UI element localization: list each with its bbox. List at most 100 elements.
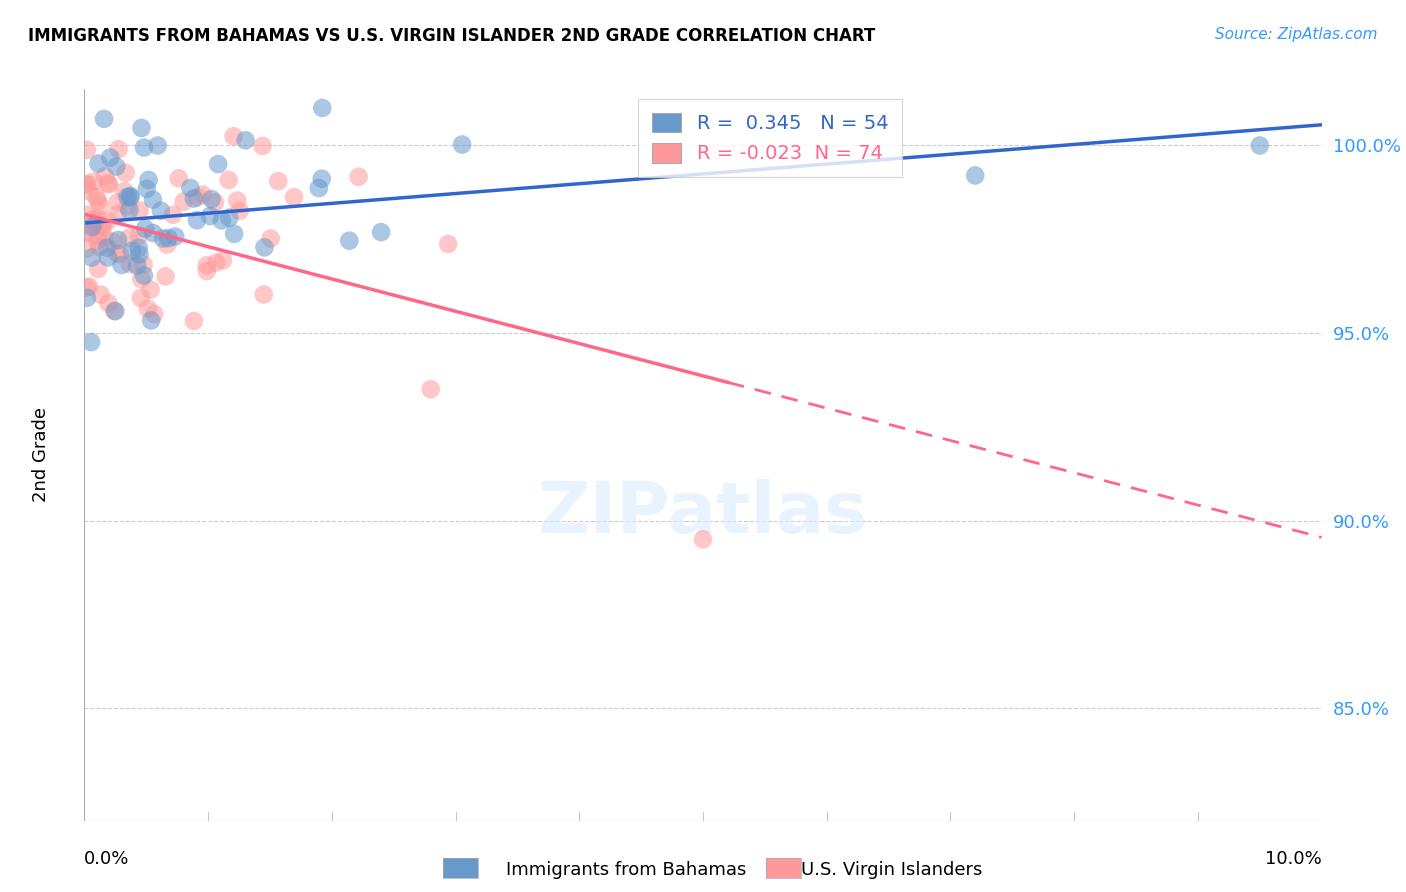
Point	[120, 189, 142, 203]
Point	[218, 173, 240, 187]
Point	[132, 258, 155, 272]
Point	[132, 268, 155, 283]
Point	[117, 190, 139, 204]
Point	[132, 140, 155, 154]
Point	[91, 219, 114, 234]
Point	[82, 219, 104, 234]
Point	[283, 190, 305, 204]
Point	[83, 174, 105, 188]
Point	[107, 233, 129, 247]
Point	[121, 244, 143, 258]
Point	[142, 193, 165, 207]
Point	[77, 279, 100, 293]
Text: 2nd Grade: 2nd Grade	[32, 408, 51, 502]
Point	[128, 247, 150, 261]
Point	[89, 240, 111, 254]
Point	[200, 192, 222, 206]
Point	[114, 166, 136, 180]
Point	[136, 301, 159, 316]
Point	[90, 219, 112, 233]
Point	[207, 157, 229, 171]
Point	[155, 269, 177, 284]
Text: Immigrants from Bahamas: Immigrants from Bahamas	[506, 861, 747, 879]
Point	[94, 169, 117, 183]
Point	[229, 203, 252, 218]
Point	[252, 139, 274, 153]
Point	[89, 199, 111, 213]
Point	[138, 173, 160, 187]
Point	[141, 313, 163, 327]
Point	[173, 194, 195, 209]
Point	[103, 304, 125, 318]
Point	[84, 215, 107, 229]
Point	[80, 334, 103, 349]
Point	[97, 213, 120, 227]
Point	[76, 178, 98, 192]
Point	[134, 221, 156, 235]
Point	[87, 229, 110, 244]
Point	[205, 255, 228, 269]
Point	[104, 304, 127, 318]
Point	[186, 190, 208, 204]
Point	[128, 203, 150, 218]
Point	[195, 264, 218, 278]
Point	[87, 211, 110, 226]
Point	[186, 213, 208, 227]
Point	[253, 240, 276, 254]
Point	[98, 151, 121, 165]
Point	[142, 226, 165, 240]
Point	[195, 258, 218, 272]
Point	[120, 190, 142, 204]
Point	[224, 227, 246, 241]
Point	[179, 181, 201, 195]
Text: 0.0%: 0.0%	[84, 850, 129, 868]
Point	[97, 178, 120, 192]
Text: ZIPatlas: ZIPatlas	[538, 479, 868, 548]
Point	[105, 246, 128, 260]
Point	[101, 235, 124, 249]
Point	[87, 262, 110, 277]
Point	[253, 287, 276, 301]
Point	[267, 174, 290, 188]
Point	[135, 182, 157, 196]
Point	[90, 287, 112, 301]
Point	[82, 212, 104, 227]
Point	[131, 120, 153, 135]
Point	[152, 231, 174, 245]
Point	[149, 203, 172, 218]
Point	[1249, 138, 1271, 153]
Point	[107, 142, 129, 156]
Point	[165, 229, 187, 244]
Point	[118, 257, 141, 271]
Point	[97, 176, 120, 190]
Point	[129, 291, 152, 305]
Point	[97, 251, 120, 265]
Point	[198, 209, 221, 223]
Point	[80, 251, 103, 265]
Text: Source: ZipAtlas.com: Source: ZipAtlas.com	[1215, 27, 1378, 42]
Point	[128, 241, 150, 255]
Point	[86, 234, 108, 248]
Point	[93, 112, 115, 126]
Text: IMMIGRANTS FROM BAHAMAS VS U.S. VIRGIN ISLANDER 2ND GRADE CORRELATION CHART: IMMIGRANTS FROM BAHAMAS VS U.S. VIRGIN I…	[28, 27, 876, 45]
Point	[437, 237, 460, 252]
Point	[235, 133, 257, 147]
Point	[308, 181, 330, 195]
Point	[167, 171, 190, 186]
Point	[86, 190, 108, 204]
Point	[87, 156, 110, 170]
Point	[97, 296, 120, 310]
Point	[87, 194, 110, 208]
Point	[76, 143, 98, 157]
Point	[117, 199, 139, 213]
Point	[93, 230, 115, 244]
Text: 10.0%: 10.0%	[1265, 850, 1322, 868]
Point	[128, 228, 150, 243]
Point	[143, 307, 166, 321]
Point	[96, 241, 118, 255]
Point	[204, 195, 226, 210]
Point	[965, 169, 987, 183]
Point	[311, 101, 333, 115]
Point	[451, 137, 474, 152]
Point	[108, 247, 131, 261]
